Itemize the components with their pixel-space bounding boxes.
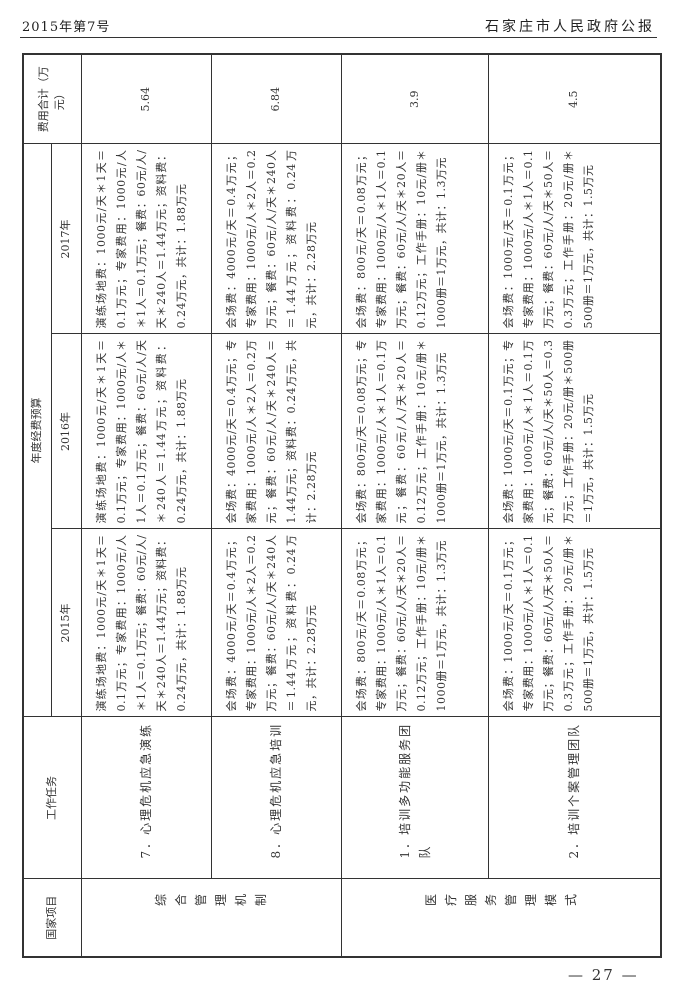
project-cell: 医疗服务管理模式 (341, 879, 661, 957)
total-cell: 6.84 (211, 54, 341, 144)
total-cell: 4.5 (488, 54, 661, 144)
budget-table-rotated: 国家项目 工作任务 年度经费预算 费用合计（万元） 2015年 2016年 20… (22, 53, 662, 958)
header-year-2017: 2017年 (51, 144, 81, 334)
issue-number: 2015年第7号 (22, 20, 111, 35)
budget-2015-cell: 演练场地费：1000元/天＊1天＝0.1万元；专家费用：1000元/人＊1人＝0… (81, 529, 211, 717)
budget-2016-cell: 演练场地费：1000元/天＊1天＝0.1万元；专家费用：1000元/人＊1人＝0… (81, 334, 211, 529)
table-row: 医疗服务管理模式 1．培训多功能服务团队 会场费：800元/天＝0.08万元；专… (341, 54, 661, 957)
budget-2015-cell: 会场费：4000元/天＝0.4万元；专家费用：1000元/人＊2人＝0.2万元；… (211, 529, 341, 717)
budget-2016-cell: 会场费：1000元/天＝0.1万元；专家费用：1000元/人＊1人＝0.1万元；… (488, 334, 661, 529)
budget-2017-cell: 会场费：4000元/天＝0.4万元；专家费用：1000元/人＊2人＝0.2万元；… (211, 144, 341, 334)
header-divider (20, 37, 657, 38)
table-row: 8．心理危机应急培训 会场费：4000元/天＝0.4万元；专家费用：1000元/… (211, 54, 341, 957)
header-year-2015: 2015年 (51, 529, 81, 717)
budget-2017-cell: 演练场地费：1000元/天＊1天＝0.1万元；专家费用：1000元/人＊1人＝0… (81, 144, 211, 334)
header-total: 费用合计（万元） (23, 54, 81, 144)
project-cell: 综 合 管 理 机制 (81, 879, 341, 957)
header-project: 国家项目 (23, 879, 81, 957)
header-year-2016: 2016年 (51, 334, 81, 529)
total-cell: 5.64 (81, 54, 211, 144)
table-row: 综 合 管 理 机制 7．心理危机应急演练 演练场地费：1000元/天＊1天＝0… (81, 54, 341, 957)
task-cell: 2．培训个案管理团队 (488, 717, 661, 879)
table-row: 2．培训个案管理团队 会场费：1000元/天＝0.1万元；专家费用：1000元/… (488, 54, 661, 957)
task-cell: 7．心理危机应急演练 (81, 717, 211, 879)
budget-2017-cell: 会场费：1000元/天＝0.1万元；专家费用：1000元/人＊1人＝0.1万元；… (488, 144, 661, 334)
budget-2015-cell: 会场费：800元/天＝0.08万元；专家费用：1000元/人＊1人＝0.1万元；… (341, 529, 488, 717)
task-cell: 1．培训多功能服务团队 (341, 717, 488, 879)
budget-2016-cell: 会场费：4000元/天＝0.4万元；专家费用：1000元/人＊2人＝0.2万元；… (211, 334, 341, 529)
budget-2017-cell: 会场费：800元/天＝0.08万元；专家费用：1000元/人＊1人＝0.1万元；… (341, 144, 488, 334)
task-cell: 8．心理危机应急培训 (211, 717, 341, 879)
page-number: — 27 — (568, 966, 639, 984)
total-cell: 3.9 (341, 54, 488, 144)
header-budget: 年度经费预算 (23, 144, 51, 717)
header-task: 工作任务 (23, 717, 81, 879)
budget-2015-cell: 会场费：1000元/天＝0.1万元；专家费用：1000元/人＊1人＝0.1万元；… (488, 529, 661, 717)
budget-table: 国家项目 工作任务 年度经费预算 费用合计（万元） 2015年 2016年 20… (22, 53, 662, 958)
budget-2016-cell: 会场费：800元/天＝0.08万元；专家费用：1000元/人＊1人＝0.1万元；… (341, 334, 488, 529)
publication-title: 石家庄市人民政府公报 (485, 19, 655, 35)
